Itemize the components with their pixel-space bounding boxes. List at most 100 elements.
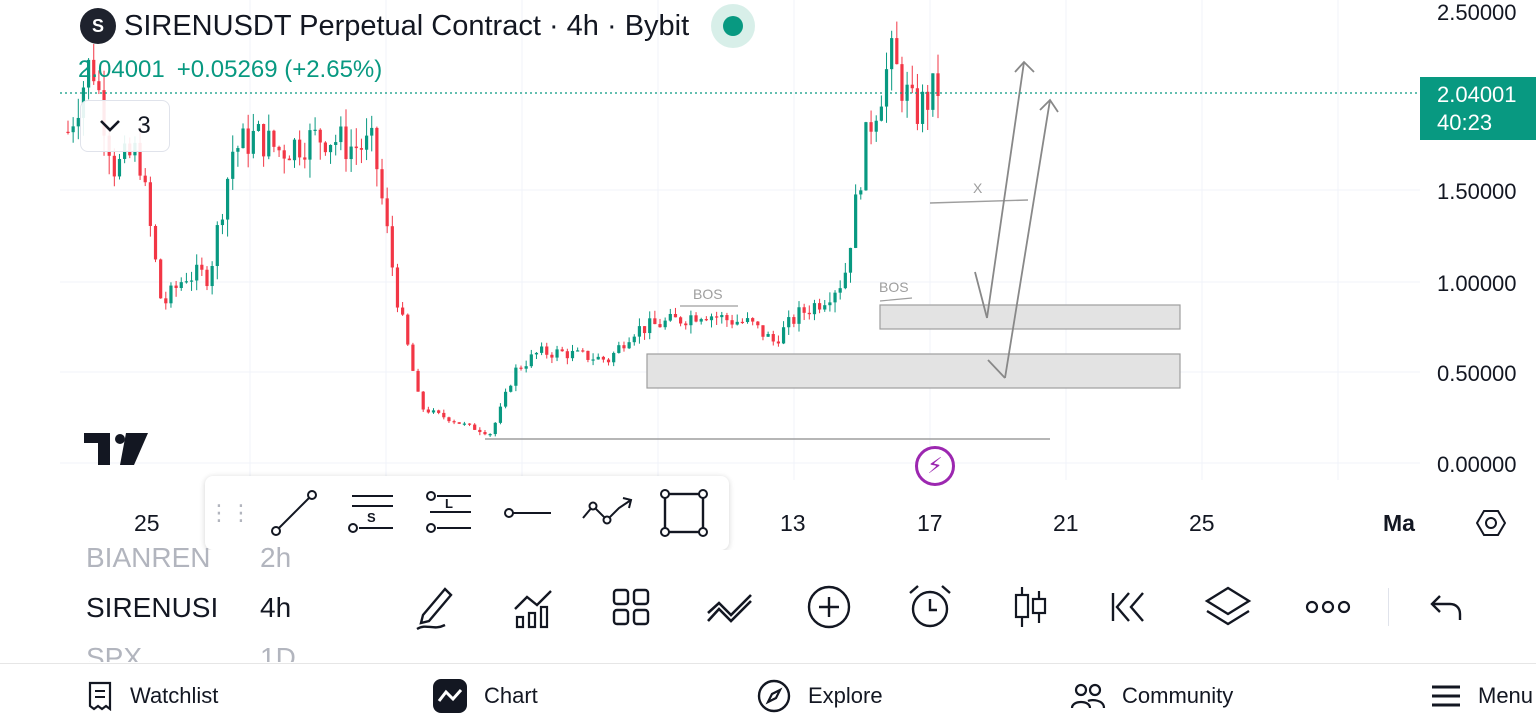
fib-retracement-tool[interactable]: S: [333, 476, 411, 550]
candle-body: [215, 225, 219, 267]
candle-body: [308, 130, 312, 160]
candle-body: [854, 194, 858, 248]
watchlist-row-active[interactable]: SIRENUSI 4h: [86, 592, 291, 624]
replay-button[interactable]: [1104, 582, 1154, 632]
candle-body: [493, 422, 497, 435]
user-drawings[interactable]: BOS BOS X: [485, 60, 1059, 440]
indicators-toggle[interactable]: 3: [80, 100, 170, 152]
candle-body: [437, 410, 441, 413]
time-axis-label: Ma: [1383, 510, 1415, 536]
candle-body: [874, 120, 878, 132]
projection-path-1: [986, 61, 1025, 319]
nav-community[interactable]: Community: [1070, 678, 1233, 714]
undo-button[interactable]: [1421, 582, 1471, 632]
candle-body: [704, 319, 708, 321]
candle-body: [488, 434, 492, 436]
chart-settings-button[interactable]: [1476, 508, 1506, 538]
candle-body: [503, 391, 508, 407]
demand-zones[interactable]: [646, 304, 1181, 389]
watchlist-row[interactable]: BIANREN 2h: [86, 542, 291, 574]
candle-body: [550, 354, 554, 358]
chart-type-button[interactable]: [1005, 582, 1055, 632]
price-axis-label: 0.50000: [1437, 361, 1517, 386]
candle-body: [66, 131, 70, 133]
candle-body: [601, 356, 605, 360]
candle-body: [225, 178, 230, 220]
trend-line-tool[interactable]: [255, 476, 333, 550]
candle-body: [473, 424, 477, 430]
templates-button[interactable]: [606, 582, 656, 632]
candle-body: [287, 158, 291, 161]
candle-body: [890, 38, 894, 70]
market-status-indicator[interactable]: [711, 4, 756, 48]
candle-body: [267, 130, 271, 157]
candle-body: [612, 352, 616, 363]
rectangle-tool[interactable]: [645, 476, 723, 550]
current-price-label: 2.04001: [1437, 82, 1517, 107]
candle-body: [668, 313, 672, 321]
candle-body: [663, 320, 667, 328]
candle-body: [92, 59, 96, 82]
indicators-button[interactable]: [508, 582, 558, 632]
nav-chart[interactable]: Chart: [432, 678, 538, 714]
alert-button[interactable]: [905, 582, 955, 632]
nav-watchlist[interactable]: Watchlist: [86, 678, 218, 714]
path-tool[interactable]: [567, 476, 645, 550]
candle-body: [354, 146, 358, 149]
bos-label-1: BOS: [693, 286, 723, 302]
candle-body: [900, 64, 904, 101]
candle-body: [848, 247, 853, 273]
trend-line-icon: [271, 490, 317, 536]
candle-body: [524, 366, 528, 369]
candle-body: [231, 151, 235, 179]
symbol-title[interactable]: SIRENUSDT Perpetual Contract · 4h · Bybi…: [124, 9, 690, 42]
nav-menu[interactable]: Menu: [1430, 678, 1533, 714]
tradingview-logo[interactable]: [84, 432, 148, 475]
compare-button[interactable]: [705, 582, 755, 632]
path-icon: [582, 497, 633, 525]
watchlist-timeframe: 1D: [260, 642, 296, 662]
layers-icon: [1204, 586, 1252, 626]
indicators-count: 3: [137, 112, 151, 139]
candle-body: [905, 84, 909, 101]
arrow-head-2: [1039, 98, 1059, 113]
candle-body: [318, 129, 322, 143]
candle-body: [236, 148, 240, 152]
candle-body: [869, 122, 873, 132]
candle-body: [179, 282, 183, 288]
price-chart[interactable]: BOS BOS X: [0, 0, 1536, 550]
drawing-toolbar[interactable]: ⋮⋮ S L: [205, 476, 729, 550]
candle-body: [328, 144, 333, 153]
candle-body: [426, 409, 430, 413]
drag-handle-icon[interactable]: ⋮⋮: [208, 500, 252, 525]
chart-area[interactable]: BOS BOS X S SIRENUSDT Perpetual Contract…: [0, 0, 1536, 550]
more-button[interactable]: [1303, 582, 1353, 632]
horizontal-ray-tool[interactable]: [489, 476, 567, 550]
watchlist-row[interactable]: SPX 1D: [86, 642, 296, 662]
nav-menu-label: Menu: [1478, 683, 1534, 708]
more-dots-icon: [1305, 600, 1351, 614]
candle-body: [195, 264, 199, 281]
draw-tool-button[interactable]: [410, 582, 460, 632]
chart-icon: [432, 678, 468, 714]
lightning-icon[interactable]: ⚡: [915, 446, 955, 486]
time-axis-label: 25: [134, 510, 160, 536]
candle-body: [756, 321, 760, 326]
projection-leg-2: [987, 359, 1006, 379]
nav-explore[interactable]: Explore: [756, 678, 883, 714]
svg-text:S: S: [367, 510, 376, 525]
candle-body: [895, 38, 899, 65]
candle-body: [751, 318, 755, 322]
candle-body: [241, 128, 245, 149]
candle-body: [606, 359, 611, 363]
candle-body: [364, 135, 369, 150]
candle-body: [823, 305, 827, 310]
candle-body: [730, 320, 734, 325]
candle-body: [781, 327, 786, 344]
watchlist-icon: [86, 681, 114, 711]
layers-button[interactable]: [1203, 582, 1253, 632]
add-button[interactable]: [804, 582, 854, 632]
candle-body: [467, 423, 472, 425]
long-position-tool[interactable]: L: [411, 476, 489, 550]
symbol-header[interactable]: S SIRENUSDT Perpetual Contract · 4h · By…: [80, 4, 756, 48]
